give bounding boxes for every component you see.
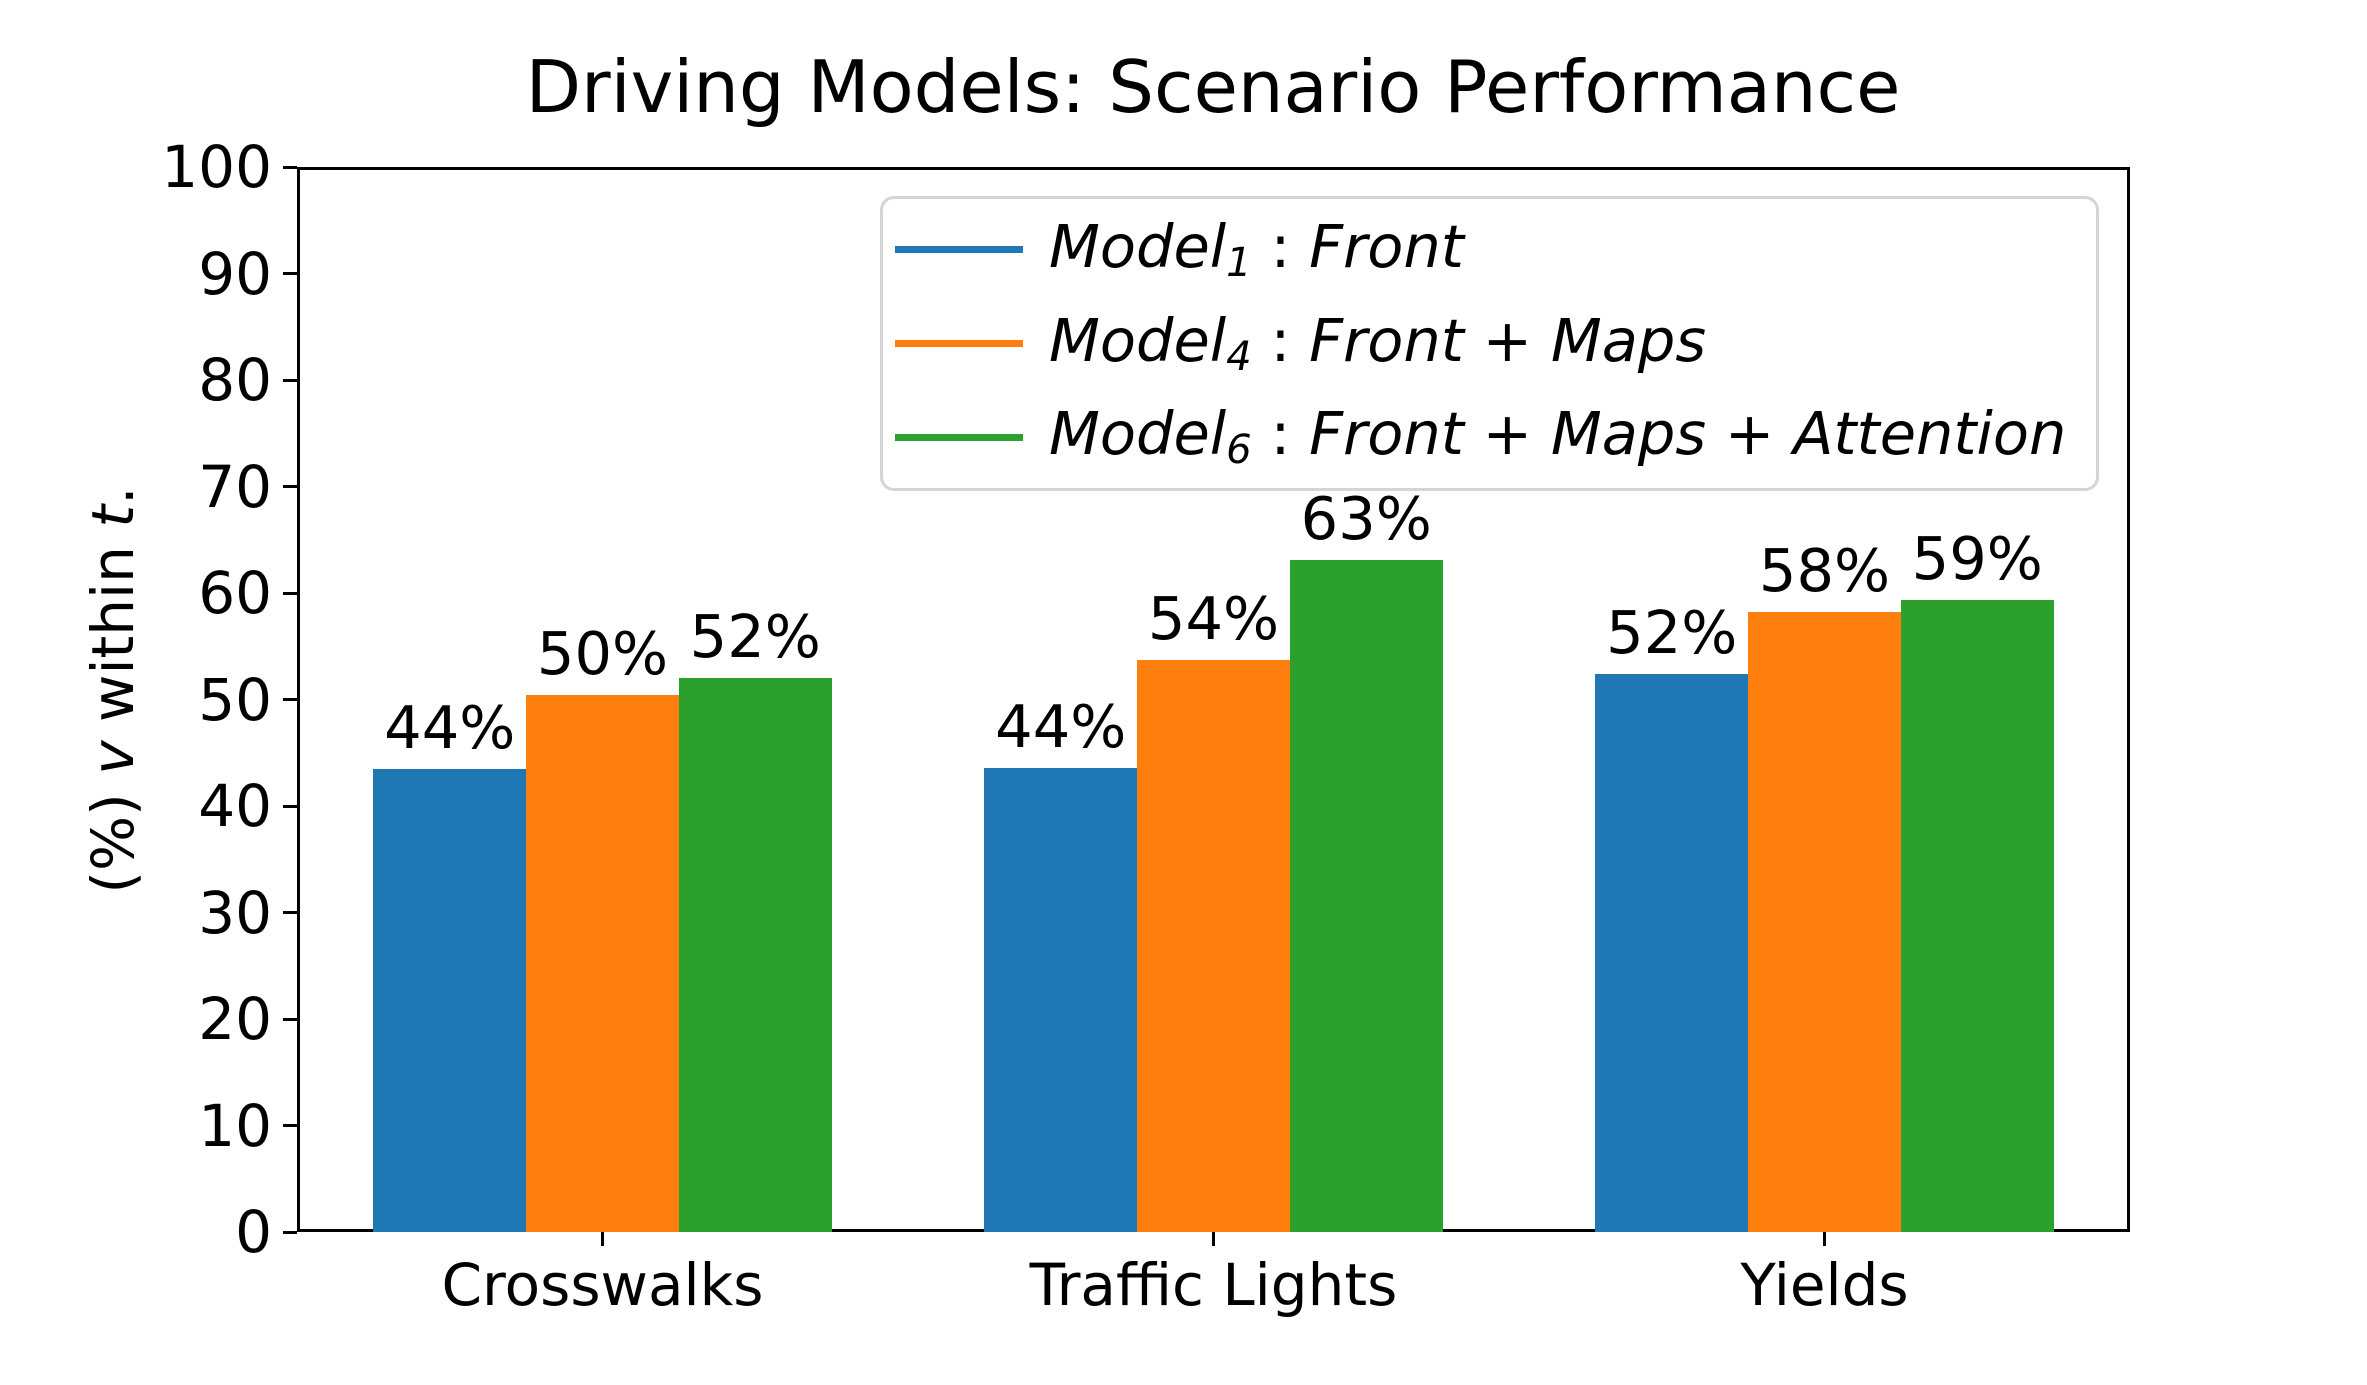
legend-line-swatch (895, 433, 1023, 441)
text-segment: v (79, 740, 147, 775)
x-tick-mark (1212, 1232, 1215, 1246)
text-segment: 4 (1226, 333, 1252, 380)
bar-value-label: 54% (1147, 584, 1280, 654)
x-tick-mark (1823, 1232, 1826, 1246)
bar-traffic-lights-s2 (1137, 660, 1290, 1232)
text-segment: Attention (1793, 399, 2067, 469)
bar-value-label: 52% (1606, 597, 1738, 667)
bar-crosswalks-s3 (678, 678, 832, 1232)
text-segment: + (1463, 399, 1551, 469)
text-segment: Model (1049, 211, 1227, 281)
bar-yields-s2 (1748, 612, 1901, 1232)
bar-value-label: 59% (1911, 524, 2043, 594)
bar-value-label: 52% (689, 602, 821, 672)
text-segment: : (1251, 399, 1310, 469)
legend-line-swatch (895, 340, 1023, 347)
bar-value-label: 63% (1300, 483, 1432, 553)
text-segment: Front (1309, 211, 1464, 281)
text-segment: Model (1049, 305, 1227, 375)
y-tick-label: 100 (161, 133, 272, 201)
y-tick-label: 30 (198, 878, 272, 947)
y-tick-label: 80 (198, 346, 272, 414)
text-segment: : (1251, 211, 1310, 281)
legend: Model1 : Front Model4 : Front + Maps Model… (880, 196, 2099, 491)
text-segment: + (1706, 399, 1794, 469)
y-tick-label: 60 (198, 559, 272, 627)
text-segment: 1 (1226, 239, 1252, 286)
text-segment: Maps (1550, 399, 1707, 469)
chart-title: Driving Models: Scenario Performance (525, 45, 1901, 129)
y-tick-mark (283, 1230, 297, 1234)
x-tick-label-crosswalks: Crosswalks (441, 1251, 764, 1319)
y-tick-label: 50 (198, 665, 272, 734)
y-tick-mark (283, 272, 297, 275)
legend-line-swatch (895, 246, 1023, 254)
bar-traffic-lights-s1 (984, 767, 1138, 1232)
text-segment: Front (1309, 305, 1464, 375)
legend-label: Model1 : Front (1049, 211, 1464, 286)
bar-crosswalks-s1 (373, 768, 527, 1232)
y-tick-mark (283, 378, 297, 382)
y-tick-mark (283, 1017, 297, 1021)
bar-yields-s1 (1595, 673, 1749, 1232)
legend-row-3: Model6 : Front + Maps + Attention (895, 402, 2096, 472)
text-segment: Maps (1550, 305, 1707, 375)
text-segment: + (1463, 305, 1551, 375)
bar-yields-s3 (1900, 600, 2054, 1232)
bar-value-label: 58% (1758, 536, 1891, 606)
y-tick-label: 70 (198, 452, 272, 521)
x-tick-label-yields: Yields (1740, 1251, 1909, 1319)
bar-value-label: 44% (995, 691, 1127, 761)
x-tick-label-traffic-lights: Traffic Lights (1029, 1251, 1398, 1319)
bar-traffic-lights-s3 (1289, 559, 1443, 1232)
y-tick-label: 10 (198, 1091, 272, 1160)
y-tick-mark (283, 804, 297, 808)
y-tick-mark (283, 485, 297, 488)
y-tick-mark (283, 165, 297, 169)
text-segment: Front (1309, 399, 1464, 469)
text-segment: 6 (1226, 427, 1252, 474)
y-tick-mark (283, 911, 297, 914)
bar-crosswalks-s2 (526, 695, 679, 1232)
bar-value-label: 50% (536, 619, 669, 689)
y-tick-mark (283, 698, 297, 701)
text-segment: : (1251, 305, 1310, 375)
text-segment: Model (1049, 399, 1227, 469)
legend-row-1: Model1 : Front (895, 211, 2096, 286)
legend-label: Model6 : Front + Maps + Attention (1049, 399, 2067, 474)
y-tick-label: 0 (235, 1198, 272, 1266)
y-tick-mark (283, 1124, 297, 1127)
legend-label: Model4 : Front + Maps (1049, 305, 1707, 380)
y-tick-mark (283, 591, 297, 595)
x-tick-mark (601, 1232, 604, 1246)
y-tick-label: 40 (198, 772, 272, 840)
y-tick-label: 90 (198, 239, 272, 308)
bar-value-label: 44% (384, 692, 516, 762)
legend-row-2: Model4 : Front + Maps (895, 305, 2096, 380)
y-tick-label: 20 (198, 985, 272, 1053)
